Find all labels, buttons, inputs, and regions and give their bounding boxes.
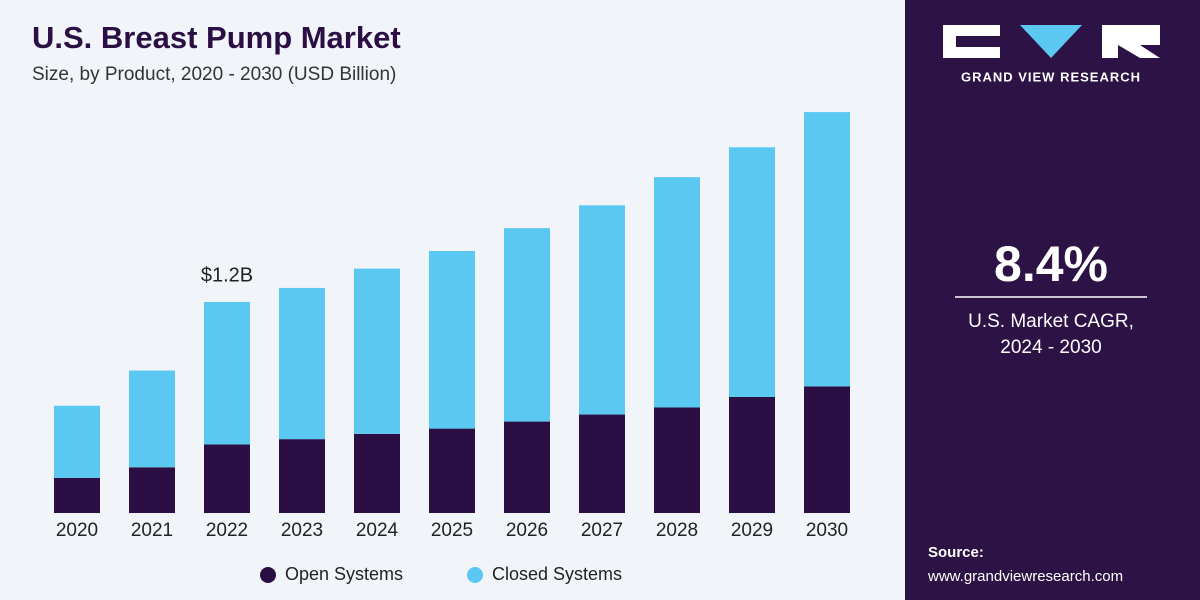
bar-segment [429,428,475,513]
bar-segment [204,302,250,445]
legend-label: Closed Systems [492,564,622,584]
legend-marker [260,567,276,583]
cagr-label: U.S. Market CAGR, [968,311,1134,332]
bar-segment [354,433,400,513]
bar-segment [579,414,625,513]
x-tick-label: 2024 [356,520,399,541]
bar-segment [129,370,175,468]
x-tick-label: 2027 [581,520,623,541]
chart-title: U.S. Breast Pump Market [32,20,401,55]
bar-segment [804,386,850,513]
source-url: www.grandviewresearch.com [927,568,1123,585]
bar-segment [129,467,175,513]
x-tick-label: 2025 [431,520,473,541]
logo-v [1020,25,1082,58]
bar-segment [279,287,325,440]
legend-marker [467,567,483,583]
cagr-value: 8.4% [994,236,1108,292]
bar-segment [654,177,700,408]
sidebar-background [905,0,1200,600]
bar-segment [279,439,325,513]
x-tick-label: 2023 [281,520,323,541]
logo [943,25,1160,58]
x-tick-label: 2028 [656,520,698,541]
x-tick-label: 2029 [731,520,773,541]
bar-segment [54,405,100,478]
bar-segment [729,147,775,397]
bar-segment [504,421,550,513]
bar-segment [579,205,625,415]
bar-segment [504,228,550,422]
bar-segment [204,444,250,513]
x-tick-label: 2026 [506,520,548,541]
bar-segment [729,396,775,513]
x-tick-label: 2021 [131,520,173,541]
source-label: Source: [928,544,984,561]
logo-r [1102,25,1160,58]
legend-label: Open Systems [285,564,403,584]
bar-segment [804,112,850,387]
bar-segment [354,268,400,434]
bar-segment [429,251,475,429]
x-tick-label: 2030 [806,520,848,541]
chart-subtitle: Size, by Product, 2020 - 2030 (USD Billi… [32,64,396,85]
cagr-label: 2024 - 2030 [1000,337,1101,358]
logo-g [943,25,1000,58]
x-tick-label: 2022 [206,520,248,541]
bar-segment [654,407,700,513]
bar-segment [54,477,100,513]
value-label: $1.2B [201,264,253,286]
brand-name: GRAND VIEW RESEARCH [961,69,1141,84]
x-tick-label: 2020 [56,520,98,541]
